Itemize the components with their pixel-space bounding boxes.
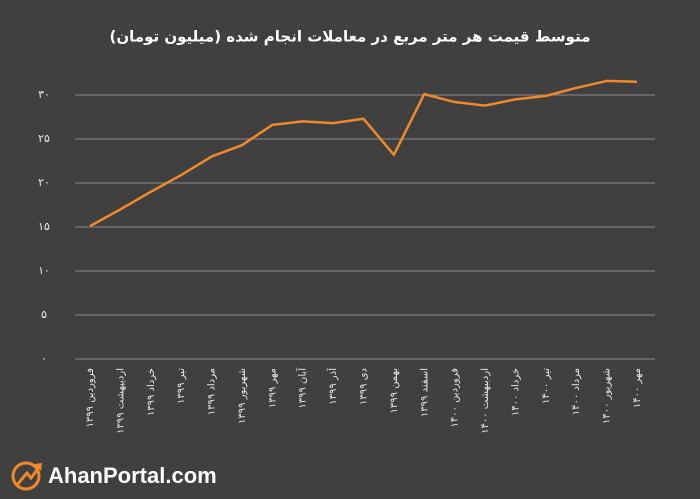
x-tick-label: مرداد ۱۳۹۹ [207, 368, 218, 415]
x-tick-label: اردیبهشت ۱۴۰۰ [480, 368, 491, 434]
x-tick-label: مهر ۱۳۹۹ [267, 368, 278, 408]
x-tick-label: مهر ۱۴۰۰ [632, 368, 643, 408]
y-tick-label: ۲۵ [38, 132, 50, 145]
y-tick-label: ۲۰ [38, 176, 50, 189]
x-tick-label: فروردین ۱۴۰۰ [450, 368, 461, 428]
y-tick-label: ۵ [41, 308, 47, 321]
y-tick-label: ۱۰ [38, 264, 50, 277]
x-tick-label: اردیبهشت ۱۳۹۹ [115, 368, 126, 434]
y-tick-label: ۰ [41, 352, 47, 365]
x-tick-label: مرداد ۱۴۰۰ [571, 368, 582, 415]
x-tick-label: تیر ۱۴۰۰ [541, 368, 552, 404]
y-tick-label: ۱۵ [38, 220, 50, 233]
x-tick-label: شهریور ۱۳۹۹ [237, 368, 248, 424]
y-tick-label: ۳۰ [38, 88, 50, 101]
chart-title: متوسط قیمت هر متر مربع در معاملات انجام … [110, 28, 591, 46]
x-tick-label: آبان ۱۳۹۹ [296, 367, 309, 409]
logo-text: AhanPortal.com [48, 463, 217, 488]
x-tick-label: آذر ۱۳۹۹ [326, 367, 339, 405]
x-tick-label: بهمن ۱۳۹۹ [389, 368, 400, 413]
x-tick-label: خرداد ۱۳۹۹ [146, 368, 157, 416]
x-tick-label: خرداد ۱۴۰۰ [510, 368, 521, 416]
x-tick-label: دی ۱۳۹۹ [359, 368, 370, 405]
data-line [89, 79, 638, 228]
logo-icon [11, 461, 42, 491]
x-tick-label: تیر ۱۳۹۹ [176, 368, 187, 404]
x-tick-label: شهریور ۱۴۰۰ [602, 368, 613, 424]
x-tick-label: اسفند ۱۳۹۹ [419, 368, 430, 417]
x-tick-label: فروردین ۱۳۹۹ [85, 368, 96, 428]
